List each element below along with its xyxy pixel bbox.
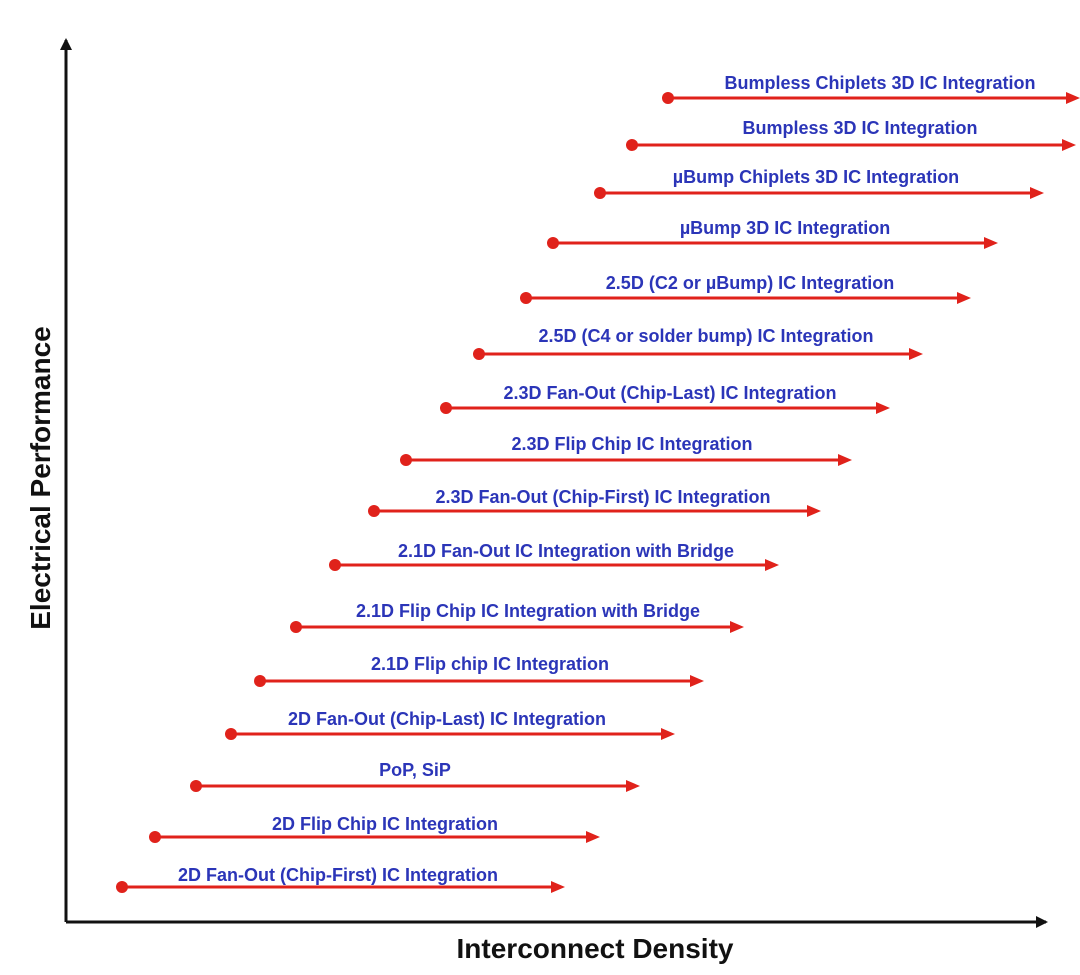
start-dot [368,505,380,517]
start-dot [626,139,638,151]
integration-item: 2.3D Fan-Out (Chip-First) IC Integration [368,487,821,517]
arrow-head [730,621,744,633]
item-label: µBump Chiplets 3D IC Integration [673,167,959,187]
integration-item: Bumpless 3D IC Integration [626,118,1076,151]
item-label: µBump 3D IC Integration [680,218,890,238]
integration-item: 2.1D Flip Chip IC Integration with Bridg… [290,601,744,633]
arrow-head [957,292,971,304]
item-label: 2.5D (C4 or solder bump) IC Integration [538,326,873,346]
item-label: 2.3D Fan-Out (Chip-Last) IC Integration [504,383,837,403]
item-label: 2.1D Flip Chip IC Integration with Bridg… [356,601,700,621]
x-axis-label: Interconnect Density [457,933,734,964]
item-label: 2D Fan-Out (Chip-Last) IC Integration [288,709,606,729]
start-dot [149,831,161,843]
start-dot [290,621,302,633]
start-dot [116,881,128,893]
arrow-head [1062,139,1076,151]
start-dot [520,292,532,304]
integration-item: 2.5D (C4 or solder bump) IC Integration [473,326,923,360]
arrow-head [984,237,998,249]
arrow-head [690,675,704,687]
start-dot [400,454,412,466]
arrow-head [876,402,890,414]
item-label: 2.3D Fan-Out (Chip-First) IC Integration [436,487,771,507]
start-dot [473,348,485,360]
arrow-head [661,728,675,740]
integration-item: µBump Chiplets 3D IC Integration [594,167,1044,199]
item-label: 2.5D (C2 or µBump) IC Integration [606,273,894,293]
arrow-head [838,454,852,466]
arrow-head [1066,92,1080,104]
item-label: 2.1D Flip chip IC Integration [371,654,609,674]
start-dot [190,780,202,792]
start-dot [662,92,674,104]
integration-item: 2.3D Flip Chip IC Integration [400,434,852,466]
arrow-head [909,348,923,360]
integration-item: 2.1D Flip chip IC Integration [254,654,704,687]
integration-item: 2D Flip Chip IC Integration [149,814,600,843]
integration-item: 2D Fan-Out (Chip-Last) IC Integration [225,709,675,740]
integration-item: Bumpless Chiplets 3D IC Integration [662,73,1080,104]
arrow-head [807,505,821,517]
arrow-head [551,881,565,893]
y-axis-label: Electrical Performance [25,326,56,630]
item-label: 2D Fan-Out (Chip-First) IC Integration [178,865,498,885]
arrow-head [586,831,600,843]
start-dot [440,402,452,414]
integration-item: 2.3D Fan-Out (Chip-Last) IC Integration [440,383,890,414]
integration-item: 2.5D (C2 or µBump) IC Integration [520,273,971,304]
arrow-head [765,559,779,571]
start-dot [225,728,237,740]
arrow-head [626,780,640,792]
integration-item: µBump 3D IC Integration [547,218,998,249]
item-label: Bumpless Chiplets 3D IC Integration [724,73,1035,93]
item-label: 2.1D Fan-Out IC Integration with Bridge [398,541,734,561]
integration-items: Bumpless Chiplets 3D IC Integration Bumpl… [116,73,1080,893]
item-label: 2D Flip Chip IC Integration [272,814,498,834]
start-dot [594,187,606,199]
start-dot [254,675,266,687]
integration-item: 2D Fan-Out (Chip-First) IC Integration [116,865,565,893]
start-dot [329,559,341,571]
item-label: Bumpless 3D IC Integration [742,118,977,138]
integration-item: PoP, SiP [190,760,640,792]
start-dot [547,237,559,249]
integration-item: 2.1D Fan-Out IC Integration with Bridge [329,541,779,571]
item-label: PoP, SiP [379,760,451,780]
arrow-head [1030,187,1044,199]
item-label: 2.3D Flip Chip IC Integration [511,434,752,454]
